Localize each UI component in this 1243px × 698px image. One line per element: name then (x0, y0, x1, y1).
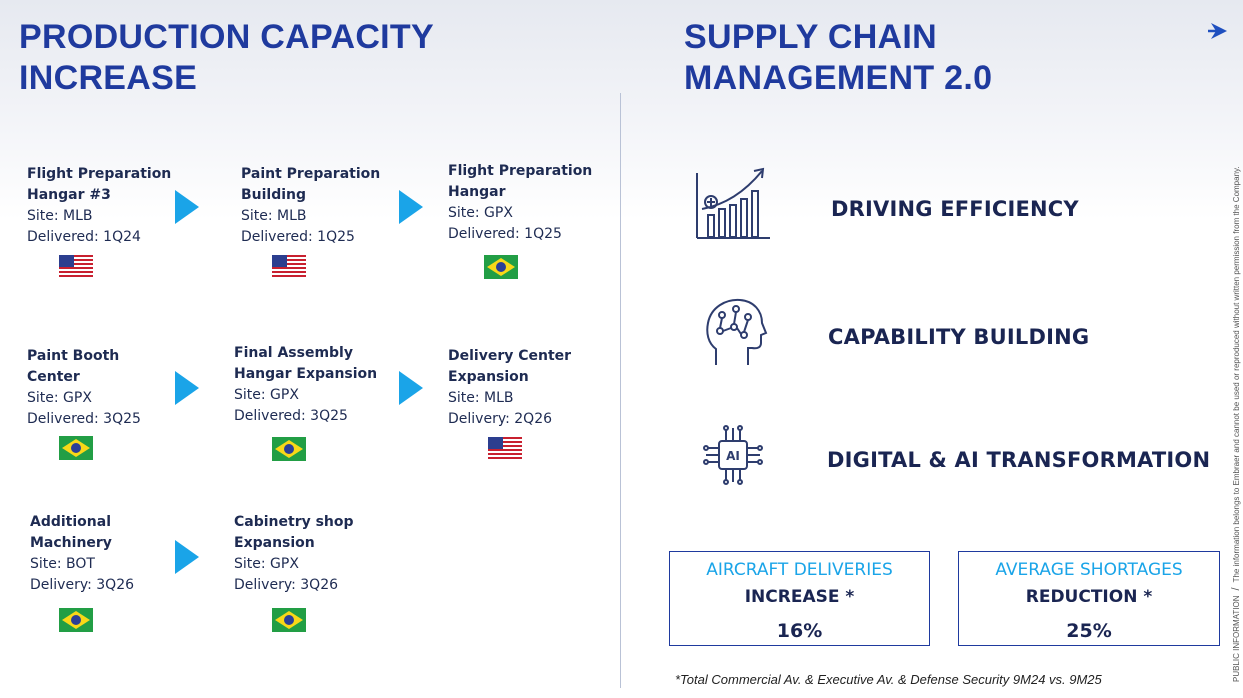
brazil-flag-icon (272, 608, 306, 632)
kpi-average-shortages: AVERAGE SHORTAGES REDUCTION * 25% (958, 551, 1220, 646)
kpi-subheading: INCREASE * (744, 587, 855, 607)
legal-notice: PUBLIC INFORMATION / The information belon… (1230, 166, 1242, 682)
project-site: Site: GPX (448, 205, 513, 221)
project-name-line: Expansion (234, 535, 315, 551)
growth-chart-icon (696, 167, 770, 239)
project-name-line: Final Assembly (234, 345, 353, 361)
svg-text:AI: AI (726, 449, 740, 463)
brazil-flag-icon (484, 255, 518, 279)
ai-chip-icon: AI (703, 425, 763, 485)
flow-arrow-icon (175, 371, 199, 405)
separator: / (1230, 587, 1242, 591)
project-site: Site: GPX (27, 390, 92, 406)
us-flag-icon (59, 255, 93, 279)
footnote: *Total Commercial Av. & Executive Av. & … (675, 672, 1102, 687)
project-name-line: Center (27, 369, 80, 385)
project-name: Delivery Center Expansion (448, 346, 571, 388)
project-name-line: Flight Preparation (27, 166, 172, 182)
project-site: Site: GPX (234, 556, 299, 572)
feature-label: DRIVING EFFICIENCY (831, 197, 1079, 221)
us-flag-icon (488, 437, 522, 461)
kpi-value: 25% (1066, 620, 1112, 642)
kpi-heading: AVERAGE SHORTAGES (995, 560, 1183, 580)
project-site: Site: MLB (27, 208, 93, 224)
project-date: Delivered: 1Q25 (241, 229, 355, 245)
project-item: Delivery Center Expansion Site: MLB Deli… (448, 346, 571, 430)
project-site: Site: MLB (448, 390, 514, 406)
title-line: PRODUCTION CAPACITY (19, 18, 434, 56)
project-name: Final Assembly Hangar Expansion (234, 343, 377, 385)
project-date: Delivered: 1Q25 (448, 226, 562, 242)
project-item: Paint Preparation Building Site: MLB Del… (241, 164, 380, 248)
flow-arrow-icon (175, 190, 199, 224)
project-date: Delivered: 3Q25 (27, 411, 141, 427)
title-line: INCREASE (19, 59, 198, 97)
project-name-line: Hangar (448, 184, 506, 200)
project-site: Site: GPX (234, 387, 299, 403)
supply-chain-title: SUPPLY CHAIN MANAGEMENT 2.0 (684, 17, 992, 99)
kpi-aircraft-deliveries: AIRCRAFT DELIVERIES INCREASE * 16% (669, 551, 930, 646)
project-name-line: Additional (30, 514, 111, 530)
flow-arrow-icon (399, 190, 423, 224)
kpi-value: 16% (776, 620, 823, 642)
project-item: Additional Machinery Site: BOT Delivery:… (30, 512, 134, 596)
project-name-line: Delivery Center (448, 348, 572, 364)
legal-text: The information belongs to Embraer and c… (1232, 166, 1241, 583)
classification-label: PUBLIC INFORMATION (1232, 595, 1241, 682)
project-site: Site: MLB (241, 208, 307, 224)
project-name: Flight Preparation Hangar #3 (27, 164, 171, 206)
project-name: Cabinetry shop Expansion (234, 512, 354, 554)
project-name-line: Building (241, 187, 307, 203)
project-name-line: Expansion (448, 369, 529, 385)
project-item: Flight Preparation Hangar Site: GPX Deli… (448, 161, 592, 245)
project-date: Delivered: 1Q24 (27, 229, 141, 245)
project-item: Final Assembly Hangar Expansion Site: GP… (234, 343, 377, 427)
flow-arrow-icon (399, 371, 423, 405)
project-item: Cabinetry shop Expansion Site: GPX Deliv… (234, 512, 354, 596)
project-name: Paint Preparation Building (241, 164, 380, 206)
production-capacity-title: PRODUCTION CAPACITY INCREASE (19, 17, 434, 99)
project-site: Site: BOT (30, 556, 95, 572)
title-line: MANAGEMENT 2.0 (684, 59, 993, 97)
section-divider (620, 93, 621, 688)
project-date: Delivery: 3Q26 (30, 577, 135, 593)
project-item: Flight Preparation Hangar #3 Site: MLB D… (27, 164, 171, 248)
kpi-subheading: REDUCTION * (1025, 587, 1153, 607)
project-date: Delivered: 3Q25 (234, 408, 348, 424)
brain-circuit-icon (706, 298, 768, 365)
project-name: Additional Machinery (30, 512, 134, 554)
arrow-right-icon[interactable] (1207, 18, 1231, 44)
feature-label: DIGITAL & AI TRANSFORMATION (827, 448, 1211, 472)
project-name-line: Paint Booth (27, 348, 120, 364)
brazil-flag-icon (59, 436, 93, 460)
project-name-line: Flight Preparation (448, 163, 593, 179)
feature-label: CAPABILITY BUILDING (828, 325, 1090, 349)
title-line: SUPPLY CHAIN (684, 18, 938, 56)
project-name: Flight Preparation Hangar (448, 161, 592, 203)
project-item: Paint Booth Center Site: GPX Delivered: … (27, 346, 141, 430)
us-flag-icon (272, 255, 306, 279)
flow-arrow-icon (175, 540, 199, 574)
project-name-line: Hangar Expansion (234, 366, 378, 382)
project-name-line: Machinery (30, 535, 112, 551)
project-date: Delivery: 2Q26 (448, 411, 553, 427)
brazil-flag-icon (59, 608, 93, 632)
kpi-heading: AIRCRAFT DELIVERIES (706, 560, 893, 580)
project-name-line: Cabinetry shop (234, 514, 354, 530)
project-name-line: Hangar #3 (27, 187, 111, 203)
project-date: Delivery: 3Q26 (234, 577, 339, 593)
brazil-flag-icon (272, 437, 306, 461)
project-name-line: Paint Preparation (241, 166, 381, 182)
project-name: Paint Booth Center (27, 346, 141, 388)
